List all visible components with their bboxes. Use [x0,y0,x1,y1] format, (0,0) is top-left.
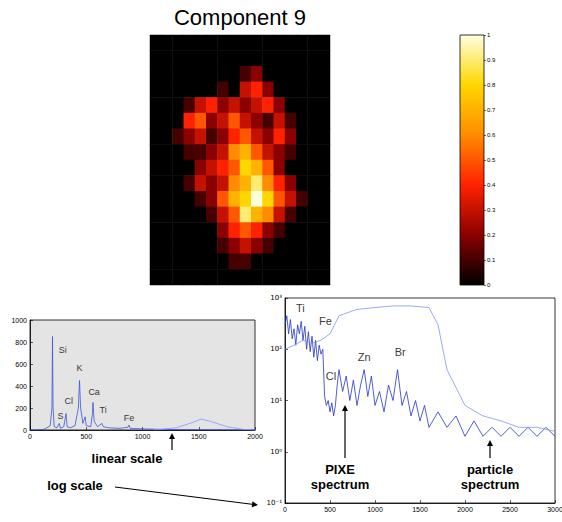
svg-text:linear scale: linear scale [92,451,163,466]
svg-text:500: 500 [80,433,92,440]
svg-text:0: 0 [23,427,27,434]
svg-text:1: 1 [487,32,491,38]
svg-text:0.3: 0.3 [487,207,496,213]
svg-text:0.5: 0.5 [487,157,496,163]
svg-text:0: 0 [283,506,287,513]
svg-text:2500: 2500 [502,506,518,513]
svg-text:spectrum: spectrum [461,477,520,492]
svg-text:1500: 1500 [412,506,428,513]
svg-text:log scale: log scale [47,478,103,493]
svg-text:Si: Si [59,345,67,355]
svg-text:0.9: 0.9 [487,57,496,63]
svg-text:particle: particle [467,462,513,477]
svg-text:0.8: 0.8 [487,82,496,88]
svg-text:0.7: 0.7 [487,107,496,113]
svg-text:Fe: Fe [124,413,135,423]
svg-text:0.2: 0.2 [487,232,496,238]
svg-text:PIXE: PIXE [325,462,355,477]
svg-text:Br: Br [395,346,406,358]
svg-text:10²: 10² [270,345,282,353]
svg-text:K: K [76,363,82,373]
svg-text:500: 500 [324,506,336,513]
svg-text:10¹: 10¹ [270,397,282,405]
svg-text:800: 800 [15,339,27,346]
svg-text:1000: 1000 [367,506,383,513]
svg-text:Fe: Fe [319,315,332,327]
svg-text:10⁰: 10⁰ [270,448,282,456]
svg-text:400: 400 [15,383,27,390]
svg-text:2000: 2000 [457,506,473,513]
svg-text:spectrum: spectrum [311,477,370,492]
svg-text:Ti: Ti [296,302,305,314]
svg-text:Ti: Ti [100,405,107,415]
svg-text:2000: 2000 [247,433,263,440]
svg-text:Cl: Cl [326,370,336,382]
svg-text:10³: 10³ [270,294,282,302]
svg-text:Cl: Cl [65,396,74,406]
svg-text:0.6: 0.6 [487,132,496,138]
svg-text:S: S [57,411,63,421]
svg-text:1000: 1000 [11,317,27,324]
svg-text:3000: 3000 [547,506,562,513]
svg-text:0.1: 0.1 [487,257,496,263]
svg-text:0: 0 [487,282,491,288]
svg-text:600: 600 [15,361,27,368]
svg-text:Zn: Zn [358,351,371,363]
svg-text:0.4: 0.4 [487,182,496,188]
svg-text:1000: 1000 [135,433,151,440]
svg-text:Ca: Ca [88,387,100,397]
svg-text:Component 9: Component 9 [174,5,306,30]
svg-text:1500: 1500 [191,433,207,440]
svg-text:10⁻¹: 10⁻¹ [267,499,283,507]
svg-text:200: 200 [15,405,27,412]
svg-text:0: 0 [28,433,32,440]
